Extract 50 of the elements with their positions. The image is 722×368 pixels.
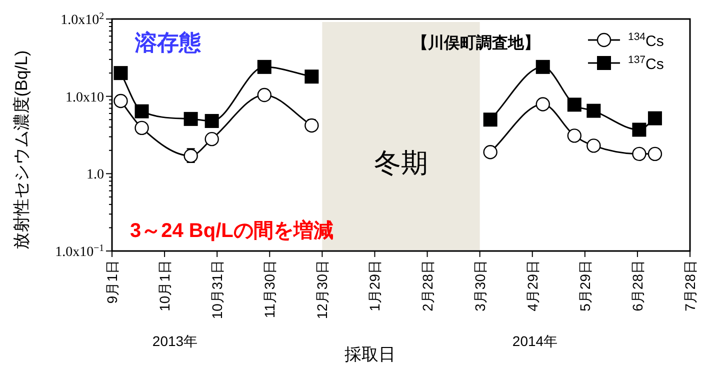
y-tick-label: 1.0x10$^{−1}$ [55, 242, 104, 260]
annotation: 溶存態 [134, 30, 202, 55]
point [567, 98, 582, 112]
point [204, 132, 219, 146]
x-tick-label: 12月30日 [314, 260, 330, 320]
point [134, 120, 149, 136]
legend-label: $^{137}$Cs [628, 54, 664, 73]
point [632, 122, 646, 137]
y-tick-label: 1.0 [86, 168, 104, 183]
x-tick-label: 4月29日 [524, 260, 540, 312]
point [648, 146, 662, 162]
point [304, 70, 319, 84]
point [567, 128, 582, 143]
point [304, 118, 319, 133]
annotation: 【川俣町調査地】 [412, 34, 540, 52]
point [536, 97, 550, 112]
x-tick-label: 9月1日 [104, 260, 120, 304]
annotation: 3～24 Bq/Lの間を増減 [130, 219, 334, 242]
point [184, 148, 198, 163]
point [586, 104, 601, 118]
y-tick-label: 1.0x10$^{2}$ [60, 10, 104, 28]
point [483, 145, 498, 160]
point [184, 112, 198, 126]
x-tick-label: 10月31日 [209, 260, 226, 320]
x-axis-title: 採取日 [344, 345, 396, 364]
point [114, 94, 128, 108]
point [483, 112, 498, 127]
point [536, 60, 550, 74]
point [134, 104, 149, 118]
y-tick-label: 1.0x10 [66, 90, 104, 106]
point [586, 138, 601, 153]
x-tick-label: 5月29日 [576, 260, 593, 312]
point [204, 114, 219, 128]
band-label: 冬期 [374, 148, 428, 178]
point [257, 60, 272, 74]
point [114, 66, 128, 80]
y-axis-title: 放射性セシウム濃度(Bq/L) [12, 50, 31, 250]
x-tick-label: 1月29日 [366, 260, 383, 312]
x-tick-label: 10月1日 [156, 260, 173, 312]
x-tick-label: 3月30日 [472, 260, 488, 312]
text: 2014年 [512, 333, 558, 349]
point [257, 88, 272, 102]
point [648, 111, 662, 126]
x-tick-label: 6月28日 [629, 260, 646, 312]
point [632, 146, 646, 162]
x-tick-label: 7月28日 [682, 260, 698, 312]
x-tick-label: 2月28日 [419, 260, 436, 312]
x-tick-label: 11月30日 [262, 260, 278, 318]
legend-label: $^{134}$Cs [628, 31, 664, 50]
text: 2013年 [152, 333, 198, 349]
